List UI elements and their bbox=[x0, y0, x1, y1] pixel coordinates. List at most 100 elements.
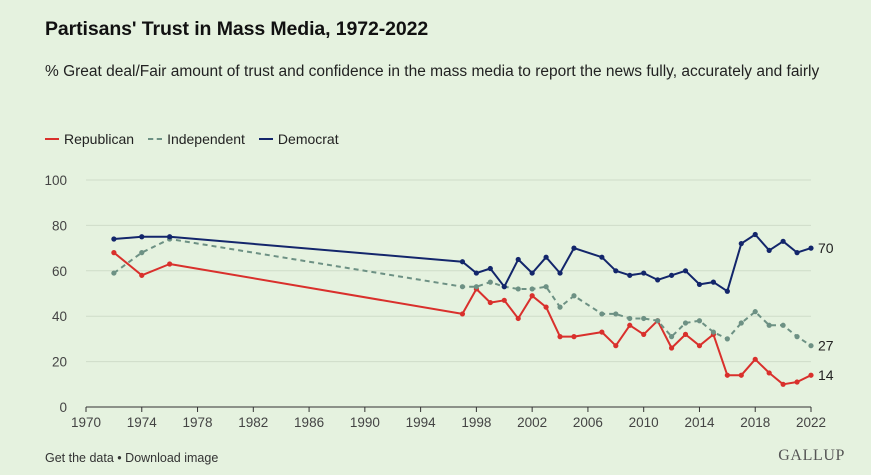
data-point-democrat bbox=[668, 272, 675, 278]
chart-legend: Republican Independent Democrat bbox=[45, 131, 353, 147]
series-line-republican bbox=[113, 251, 812, 386]
y-tick-label: 40 bbox=[52, 309, 67, 324]
data-point-republican bbox=[641, 331, 647, 337]
data-point-independent bbox=[473, 284, 479, 290]
data-point-democrat bbox=[459, 259, 466, 265]
legend-swatch-republican bbox=[45, 138, 59, 140]
data-point-republican bbox=[543, 304, 549, 310]
legend-label-independent: Independent bbox=[167, 131, 245, 147]
data-point-democrat bbox=[752, 231, 758, 238]
legend-item-republican[interactable]: Republican bbox=[45, 131, 134, 147]
x-tick-label: 2018 bbox=[740, 415, 770, 430]
data-point-democrat bbox=[641, 270, 647, 276]
data-point-independent bbox=[613, 311, 619, 317]
data-point-independent bbox=[738, 320, 744, 326]
data-point-democrat bbox=[766, 247, 772, 253]
data-point-democrat bbox=[724, 288, 730, 294]
data-point-democrat bbox=[515, 256, 521, 263]
data-point-independent bbox=[668, 334, 675, 340]
data-point-independent bbox=[710, 329, 717, 335]
data-point-republican bbox=[808, 372, 814, 378]
data-point-republican bbox=[487, 299, 493, 306]
data-point-democrat bbox=[111, 236, 117, 242]
y-tick-label: 0 bbox=[59, 400, 67, 415]
x-tick-label: 1978 bbox=[183, 415, 213, 430]
data-point-independent bbox=[529, 286, 535, 292]
x-tick-label: 2014 bbox=[684, 415, 715, 430]
data-point-independent bbox=[724, 336, 730, 342]
data-point-independent bbox=[557, 304, 563, 310]
data-point-republican bbox=[613, 343, 619, 349]
data-point-democrat bbox=[738, 240, 744, 247]
legend-label-republican: Republican bbox=[64, 131, 135, 147]
data-point-democrat bbox=[501, 284, 507, 290]
data-point-republican bbox=[752, 356, 758, 362]
data-point-republican bbox=[599, 329, 605, 335]
get-data-link[interactable]: Get the data bbox=[45, 451, 114, 465]
x-tick-label: 2002 bbox=[517, 415, 547, 430]
data-point-independent bbox=[780, 322, 786, 328]
data-point-republican bbox=[682, 331, 689, 337]
data-point-democrat bbox=[543, 254, 549, 260]
end-label-republican: 14 bbox=[818, 367, 834, 383]
data-point-independent bbox=[571, 293, 577, 299]
data-point-democrat bbox=[808, 245, 814, 251]
legend-swatch-independent bbox=[148, 138, 163, 140]
chart-subtitle: % Great deal/Fair amount of trust and co… bbox=[45, 63, 820, 80]
data-point-independent bbox=[682, 320, 689, 326]
data-point-independent bbox=[627, 315, 633, 322]
x-tick-label: 1994 bbox=[406, 415, 437, 430]
data-point-independent bbox=[766, 322, 772, 328]
series-line-democrat bbox=[113, 233, 812, 293]
data-point-independent bbox=[111, 270, 117, 276]
data-point-independent bbox=[794, 334, 800, 340]
x-tick-label: 1970 bbox=[71, 415, 101, 430]
y-tick-label: 60 bbox=[52, 264, 67, 279]
legend-item-independent[interactable]: Independent bbox=[148, 131, 245, 147]
x-tick-label: 1998 bbox=[461, 415, 491, 430]
data-point-democrat bbox=[627, 272, 633, 278]
data-point-republican bbox=[111, 250, 117, 256]
data-point-republican bbox=[459, 311, 466, 317]
data-point-republican bbox=[738, 372, 744, 378]
y-tick-label: 100 bbox=[44, 173, 67, 188]
x-tick-label: 1974 bbox=[127, 415, 158, 430]
data-point-independent bbox=[752, 309, 758, 315]
data-point-democrat bbox=[696, 281, 703, 288]
data-point-republican bbox=[766, 370, 772, 376]
data-point-independent bbox=[459, 284, 466, 290]
legend-swatch-democrat bbox=[258, 138, 273, 140]
data-point-republican bbox=[557, 334, 563, 340]
download-image-link[interactable]: Download image bbox=[125, 451, 219, 465]
x-tick-label: 2006 bbox=[573, 415, 603, 430]
data-point-republican bbox=[515, 315, 521, 322]
legend-label-democrat: Democrat bbox=[277, 131, 339, 147]
data-point-republican bbox=[501, 297, 507, 303]
data-point-independent bbox=[543, 284, 549, 290]
data-point-independent bbox=[599, 311, 605, 317]
legend-item-democrat[interactable]: Democrat bbox=[258, 131, 339, 147]
footer-separator: • bbox=[117, 451, 122, 465]
data-point-democrat bbox=[473, 270, 479, 276]
y-tick-label: 20 bbox=[52, 355, 67, 370]
chart-title: Partisans' Trust in Mass Media, 1972-202… bbox=[45, 18, 429, 40]
data-point-independent bbox=[515, 286, 521, 292]
data-point-republican bbox=[696, 343, 703, 349]
data-point-democrat bbox=[710, 279, 717, 285]
x-tick-label: 1986 bbox=[294, 415, 324, 430]
y-tick-label: 80 bbox=[52, 218, 67, 233]
data-point-democrat bbox=[557, 270, 563, 276]
data-point-independent bbox=[808, 343, 814, 349]
data-point-republican bbox=[780, 381, 786, 387]
data-point-republican bbox=[627, 322, 633, 328]
data-point-democrat bbox=[780, 238, 786, 244]
end-label-democrat: 70 bbox=[818, 240, 834, 256]
data-point-independent bbox=[696, 318, 703, 324]
data-point-republican bbox=[139, 272, 145, 278]
data-point-independent bbox=[655, 318, 661, 324]
data-point-republican bbox=[529, 293, 535, 299]
data-point-democrat bbox=[794, 250, 800, 256]
data-point-democrat bbox=[613, 268, 619, 274]
data-point-republican bbox=[571, 334, 577, 340]
